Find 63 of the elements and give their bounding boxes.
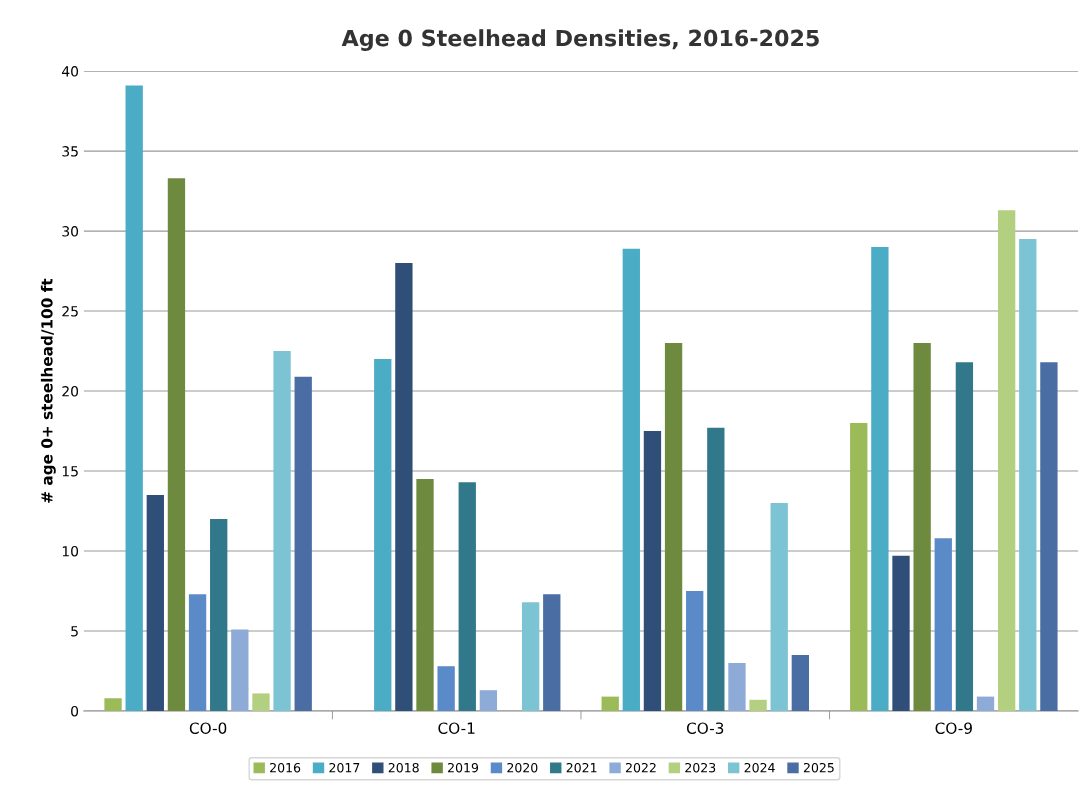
- legend-label: 2017: [329, 762, 360, 773]
- bar: [294, 376, 312, 711]
- bar: [273, 351, 291, 711]
- bar: [892, 555, 910, 711]
- bar: [871, 247, 889, 711]
- bar: [686, 591, 704, 711]
- legend-label: 2024: [744, 762, 775, 773]
- legend-label: 2021: [566, 762, 597, 773]
- bar: [770, 503, 788, 711]
- bar: [146, 495, 164, 711]
- bar: [791, 655, 809, 711]
- bar: [374, 359, 392, 711]
- bar: [850, 423, 868, 711]
- y-tick-label: 40: [62, 66, 79, 77]
- bar: [479, 690, 498, 711]
- bar: [913, 343, 931, 711]
- legend-label: 2016: [270, 762, 301, 773]
- bar: [643, 431, 662, 711]
- bar: [601, 696, 619, 711]
- legend-label: 2025: [803, 762, 834, 773]
- legend-label: 2022: [625, 762, 656, 773]
- legend-label: 2019: [448, 762, 479, 773]
- bar: [749, 699, 767, 711]
- bar: [955, 362, 974, 711]
- legend-label: 2018: [388, 762, 419, 773]
- x-tick-label: CO-0: [189, 722, 227, 734]
- bar: [976, 696, 995, 711]
- bar: [395, 263, 413, 711]
- x-tick-label: CO-1: [438, 722, 475, 734]
- y-tick-label: 15: [62, 466, 78, 477]
- x-tick-label: CO-9: [935, 722, 972, 734]
- bar: [543, 594, 561, 711]
- bar: [664, 343, 683, 711]
- bar: [416, 479, 434, 711]
- y-tick-label: 0: [71, 705, 79, 717]
- y-tick-label: 5: [71, 626, 78, 637]
- y-tick-label: 10: [62, 545, 79, 557]
- bar: [167, 178, 186, 711]
- bar: [997, 210, 1016, 711]
- bar: [252, 693, 270, 711]
- bar: [437, 666, 455, 711]
- y-tick-label: 20: [62, 386, 79, 397]
- legend-label: 2023: [685, 762, 716, 773]
- bar: [728, 663, 746, 711]
- bar: [104, 698, 122, 711]
- bar: [1019, 239, 1037, 711]
- x-tick-label: CO-3: [686, 722, 724, 734]
- bar: [1040, 362, 1058, 711]
- bar: [188, 594, 207, 711]
- y-tick-label: 30: [62, 226, 79, 237]
- bar: [231, 629, 249, 711]
- chart-title: Age 0 Steelhead Densities, 2016-2025: [341, 29, 819, 51]
- y-axis-title: # age 0+ steelhead/100 ft: [40, 278, 56, 503]
- legend-label: 2020: [507, 762, 538, 773]
- bar: [521, 602, 540, 711]
- bar: [125, 85, 143, 711]
- bar: [934, 538, 952, 711]
- bar: [707, 427, 725, 711]
- bar: [622, 248, 640, 711]
- y-tick-label: 25: [62, 306, 78, 317]
- y-tick-label: 35: [62, 146, 78, 157]
- bar: [210, 519, 228, 711]
- bar: [458, 482, 476, 711]
